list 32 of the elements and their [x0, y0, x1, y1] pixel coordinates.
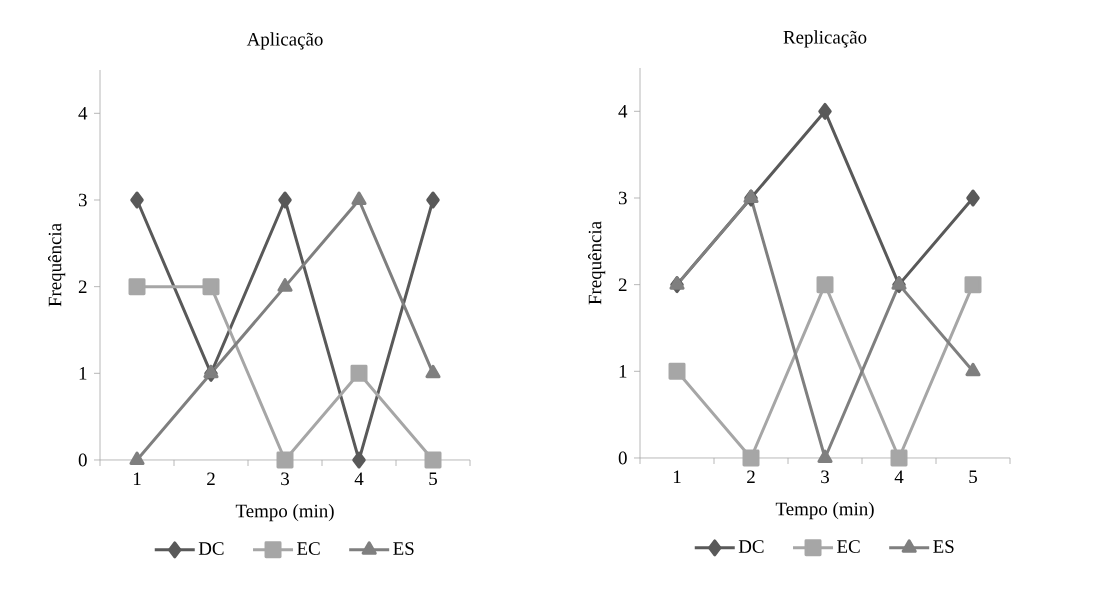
y-tick-label: 4	[78, 107, 88, 120]
x-tick-label: 3	[281, 472, 289, 486]
y-tick-label: 3	[78, 193, 87, 207]
legend-label: EC	[837, 540, 860, 553]
x-tick-label: 4	[894, 470, 904, 483]
x-tick-label: 5	[969, 470, 977, 484]
x-tick-label: 1	[133, 472, 141, 485]
chart-title: Replicação	[783, 30, 867, 48]
y-tick-label: 4	[618, 105, 628, 118]
chart-title: Aplicação	[246, 32, 323, 50]
x-axis-title: Tempo (min)	[775, 502, 874, 520]
y-axis-title: Frequência	[48, 223, 66, 307]
legend-label: DC	[198, 542, 224, 555]
legend-label: ES	[393, 542, 414, 555]
y-axis-title: Frequência	[588, 221, 606, 305]
y-tick-label: 0	[618, 451, 627, 465]
y-tick-label: 1	[619, 365, 627, 378]
x-tick-label: 2	[747, 470, 755, 484]
y-tick-label: 3	[618, 191, 627, 205]
x-tick-label: 4	[354, 472, 364, 485]
y-tick-label: 2	[618, 278, 627, 291]
y-tick-label: 1	[79, 367, 87, 380]
x-tick-label: 3	[821, 470, 829, 484]
x-tick-label: 2	[207, 472, 215, 486]
x-tick-label: 1	[673, 470, 681, 483]
legend-label: EC	[297, 542, 320, 555]
x-axis-title: Tempo (min)	[235, 504, 334, 522]
legend-label: ES	[933, 540, 954, 553]
y-tick-label: 0	[78, 453, 87, 467]
x-tick-label: 5	[429, 472, 437, 486]
legend-label: DC	[738, 540, 764, 553]
y-tick-label: 2	[78, 280, 87, 293]
